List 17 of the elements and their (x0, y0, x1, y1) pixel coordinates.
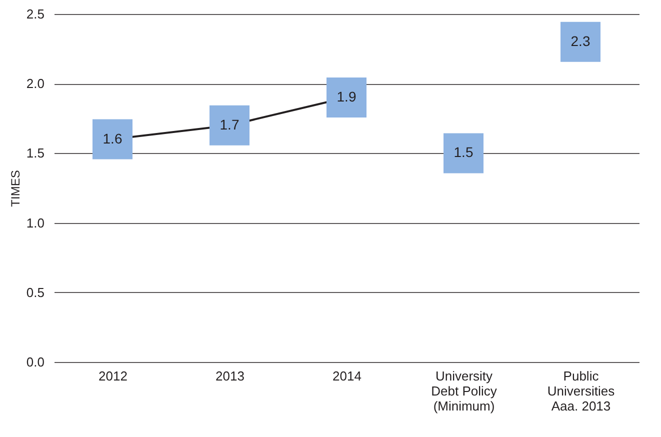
data-label: 2.3 (570, 32, 590, 49)
data-label: 1.5 (454, 144, 474, 160)
x-tick-label: 2013 (216, 368, 244, 384)
x-tick-label: 2012 (98, 368, 128, 384)
y-tick-label: 1.0 (26, 215, 44, 230)
y-tick-label: 0.0 (26, 354, 44, 370)
x-tick-label: 2014 (332, 368, 362, 384)
y-tick-label: 0.5 (26, 284, 44, 300)
y-tick-label: 2.5 (26, 6, 44, 22)
data-label: 1.6 (102, 130, 122, 146)
y-axis-title: TIMES (8, 170, 22, 207)
x-tick-label: University Debt Policy (Minimum) (431, 368, 498, 414)
data-label: 1.7 (220, 116, 240, 132)
x-tick-label: Public Universities Aaa. 2013 (547, 368, 616, 414)
y-tick-label: 1.5 (26, 146, 44, 161)
data-label: 1.9 (336, 88, 356, 105)
y-tick-label: 2.0 (26, 76, 44, 92)
